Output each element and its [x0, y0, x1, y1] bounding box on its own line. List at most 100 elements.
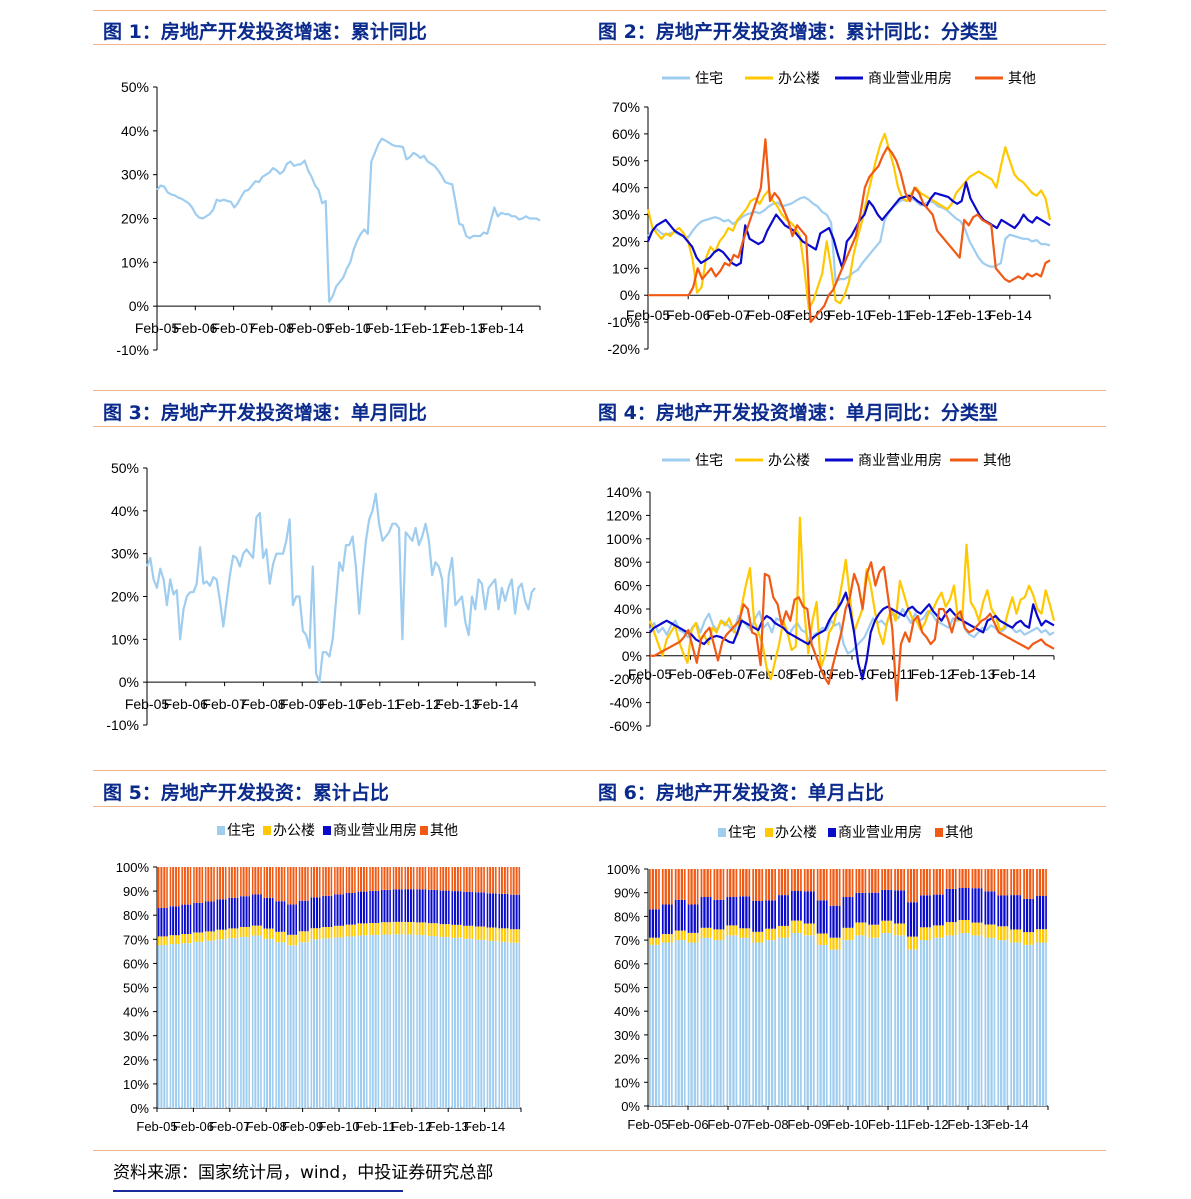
y-tick-label: 0%	[620, 287, 640, 303]
y-tick-label: 60%	[614, 957, 640, 972]
divider-row3	[93, 770, 1106, 771]
legend-label: 住宅	[728, 824, 756, 840]
x-tick-label: Feb-06	[173, 320, 218, 336]
y-tick-label: 20%	[121, 211, 149, 227]
y-tick-label: 50%	[614, 981, 640, 996]
chart-title-2: 图 2：房地产开发投资增速：累计同比：分类型	[598, 21, 998, 43]
x-tick-label: Feb-13	[441, 320, 486, 336]
y-tick-label: 40%	[614, 1004, 640, 1019]
y-tick-label: 140%	[606, 484, 642, 500]
x-tick-label: Feb-05	[627, 1117, 668, 1132]
x-tick-label: Feb-12	[907, 1117, 948, 1132]
y-tick-label: 10%	[614, 1075, 640, 1090]
y-tick-label: 10%	[111, 631, 139, 647]
x-tick-label: Feb-10	[318, 1119, 359, 1134]
x-tick-label: Feb-06	[164, 696, 209, 712]
y-tick-label: 20%	[123, 1053, 149, 1068]
y-tick-label: -20%	[607, 341, 640, 357]
x-tick-label: Feb-13	[947, 307, 992, 323]
chart-cumulative-yoy: 50%40%30%20%10%0%-10%Feb-05Feb-06Feb-07F…	[116, 79, 541, 358]
x-tick-label: Feb-06	[667, 1117, 708, 1132]
y-tick-label: 70%	[614, 933, 640, 948]
chart-title-3: 图 3：房地产开发投资增速：单月同比	[103, 402, 427, 424]
chart-monthly-yoy-by-type: 140% 120% 100% 80% 60% 40% 20% 0% -20% -40% -60% Fe…	[606, 452, 1056, 734]
x-tick-label: Feb-13	[428, 1119, 469, 1134]
series-line	[650, 561, 1055, 702]
y-tick-label: 0%	[622, 648, 642, 664]
y-tick-label: 120%	[606, 507, 642, 523]
chart-monthly-yoy: 50%40%30%20%10%0%-10%Feb-05Feb-06Feb-07F…	[106, 460, 536, 733]
y-tick-label: 40%	[121, 123, 149, 139]
x-tick-label: Feb-09	[282, 1119, 323, 1134]
x-tick-label: Feb-11	[868, 307, 912, 323]
x-tick-label: Feb-14	[988, 307, 1033, 323]
legend-label: 办公楼	[778, 70, 820, 86]
x-tick-label: Feb-13	[435, 696, 480, 712]
x-tick-label: Feb-11	[355, 1119, 395, 1134]
divider-row2-bottom	[93, 426, 1106, 427]
x-tick-label: Feb-07	[706, 307, 751, 323]
chart-title-6: 图 6：房地产开发投资：单月占比	[598, 782, 884, 804]
x-tick-label: Feb-14	[480, 320, 525, 336]
x-tick-label: Feb-07	[709, 666, 754, 682]
x-tick-label: Feb-12	[911, 666, 956, 682]
legend-swatch	[828, 828, 836, 837]
x-tick-label: Feb-07	[202, 696, 247, 712]
x-tick-label: Feb-12	[907, 307, 952, 323]
y-tick-label: 30%	[123, 1029, 149, 1044]
y-tick-label: -60%	[609, 718, 642, 734]
x-tick-label: Feb-13	[947, 1117, 988, 1132]
y-tick-label: 50%	[612, 153, 640, 169]
chart-cumulative-share: 100%90%80%70%60%50%40%30%20%10%0%Feb-05F…	[116, 822, 522, 1134]
x-tick-label: Feb-09	[280, 696, 325, 712]
legend-label: 其他	[1008, 70, 1036, 86]
y-tick-label: 10%	[612, 260, 640, 276]
y-tick-label: 60%	[612, 126, 640, 142]
x-tick-label: Feb-12	[396, 696, 441, 712]
series-line	[649, 591, 1055, 681]
legend-swatch	[217, 826, 225, 835]
y-tick-label: 50%	[123, 981, 149, 996]
y-tick-label: 40%	[612, 180, 640, 196]
x-tick-label: Feb-07	[209, 1119, 250, 1134]
legend-label: 其他	[945, 824, 973, 840]
series-line	[648, 138, 1051, 324]
chart-monthly-share: 100%90%80%70%60%50%40%30%20%10%0%Feb-05F…	[607, 824, 1049, 1132]
y-tick-label: 20%	[111, 589, 139, 605]
series-line	[646, 132, 1052, 310]
y-tick-label: 100%	[607, 862, 641, 877]
y-tick-label: 10%	[121, 254, 149, 270]
x-tick-label: Feb-14	[987, 1117, 1028, 1132]
x-tick-label: Feb-14	[464, 1119, 505, 1134]
chart-title-1: 图 1：房地产开发投资增速：累计同比	[103, 21, 427, 43]
source-note: 资料来源：国家统计局，wind，中投证券研究总部	[113, 1163, 494, 1183]
y-tick-label: 70%	[612, 99, 640, 115]
x-tick-label: Feb-10	[827, 1117, 868, 1132]
y-tick-label: 20%	[614, 1052, 640, 1067]
x-tick-label: Feb-10	[319, 696, 364, 712]
x-tick-label: Feb-14	[474, 696, 519, 712]
y-tick-label: 0%	[130, 1101, 149, 1116]
y-tick-label: 80%	[614, 554, 642, 570]
series-line	[648, 516, 1056, 681]
y-tick-label: 90%	[123, 884, 149, 899]
series-line	[145, 492, 536, 684]
x-tick-label: Feb-10	[830, 666, 875, 682]
legend-label: 办公楼	[775, 824, 817, 840]
series-line	[156, 137, 541, 303]
x-tick-label: Feb-08	[241, 696, 286, 712]
y-tick-label: 60%	[123, 956, 149, 971]
legend-label: 其他	[430, 822, 458, 838]
x-tick-label: Feb-05	[125, 696, 170, 712]
divider-row3-bottom	[93, 806, 1106, 807]
y-tick-label: 100%	[116, 860, 150, 875]
divider-top	[93, 10, 1106, 11]
y-tick-label: -10%	[116, 342, 149, 358]
legend-swatch	[765, 828, 773, 837]
x-tick-label: Feb-05	[135, 320, 180, 336]
legend-label: 商业营业用房	[333, 822, 417, 838]
x-tick-label: Feb-11	[868, 1117, 908, 1132]
y-tick-label: 80%	[614, 909, 640, 924]
legend-swatch	[263, 826, 271, 835]
legend-swatch	[718, 828, 726, 837]
